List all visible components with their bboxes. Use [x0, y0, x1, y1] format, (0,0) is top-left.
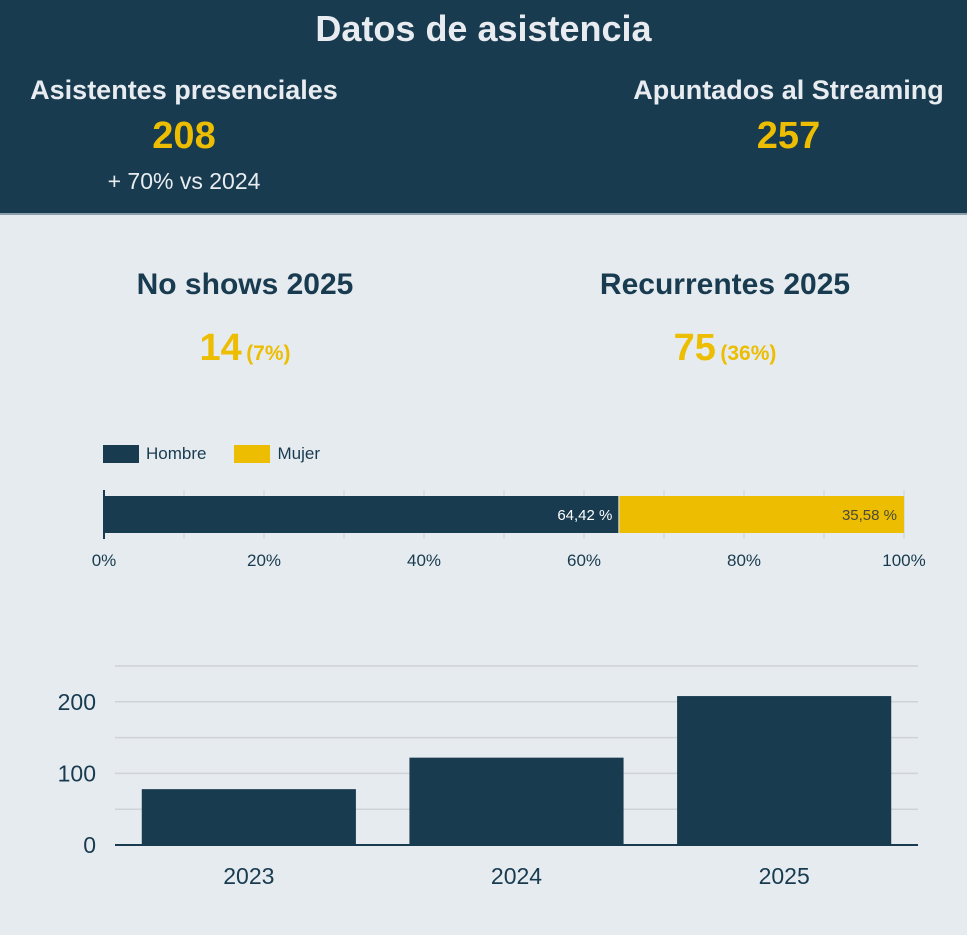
in-person-label: Asistentes presenciales — [30, 75, 338, 105]
stacked-bar-label-mujer: 35,58 % — [842, 507, 897, 524]
no-shows-label: No shows 2025 — [136, 268, 354, 301]
bar-y-tick-label: 100 — [58, 760, 96, 786]
legend-item-mujer: Mujer — [234, 444, 320, 464]
stacked-x-tick-label: 0% — [92, 551, 117, 570]
bar-2023 — [141, 789, 356, 845]
no-shows-count: 14 — [199, 327, 242, 369]
in-person-value: 208 — [152, 115, 216, 157]
in-person-note: + 70% vs 2024 — [107, 168, 261, 194]
bar-2024 — [409, 757, 624, 845]
stacked-bar-label-hombre: 64,42 % — [557, 507, 612, 524]
legend-label-hombre: Hombre — [146, 444, 207, 463]
stacked-x-tick-label: 60% — [567, 551, 601, 570]
recurrent-label: Recurrentes 2025 — [599, 268, 851, 301]
gender-legend: Hombre Mujer — [103, 444, 348, 464]
no-shows-pct: (7%) — [246, 342, 291, 365]
stacked-x-tick-label: 80% — [727, 551, 761, 570]
legend-swatch-hombre — [103, 445, 139, 463]
stacked-bar-hombre — [104, 496, 619, 533]
recurrent-pct: (36%) — [720, 342, 777, 365]
no-shows-value: 14 (7%) — [95, 327, 395, 370]
bar-y-tick-label: 200 — [58, 689, 96, 715]
bar-x-tick-label: 2025 — [759, 863, 810, 889]
bar-y-tick-label: 0 — [83, 832, 96, 858]
stacked-x-tick-label: 40% — [407, 551, 441, 570]
recurrent-value: 75 (36%) — [575, 327, 875, 370]
page-title: Datos de asistencia — [315, 8, 652, 49]
legend-swatch-mujer — [234, 445, 271, 463]
stacked-x-tick-label: 100% — [882, 551, 925, 570]
bar-x-tick-label: 2023 — [223, 863, 274, 889]
bar-x-tick-label: 2024 — [491, 863, 542, 889]
streaming-label: Apuntados al Streaming — [633, 75, 944, 105]
stacked-x-tick-label: 20% — [247, 551, 281, 570]
stacked-bar-mujer — [619, 496, 904, 533]
legend-label-mujer: Mujer — [277, 444, 320, 463]
header-panel: Datos de asistencia Asistentes presencia… — [0, 0, 967, 215]
recurrent-count: 75 — [673, 327, 716, 369]
bar-2025 — [677, 696, 892, 845]
legend-item-hombre: Hombre — [103, 444, 206, 464]
streaming-value: 257 — [756, 115, 821, 157]
